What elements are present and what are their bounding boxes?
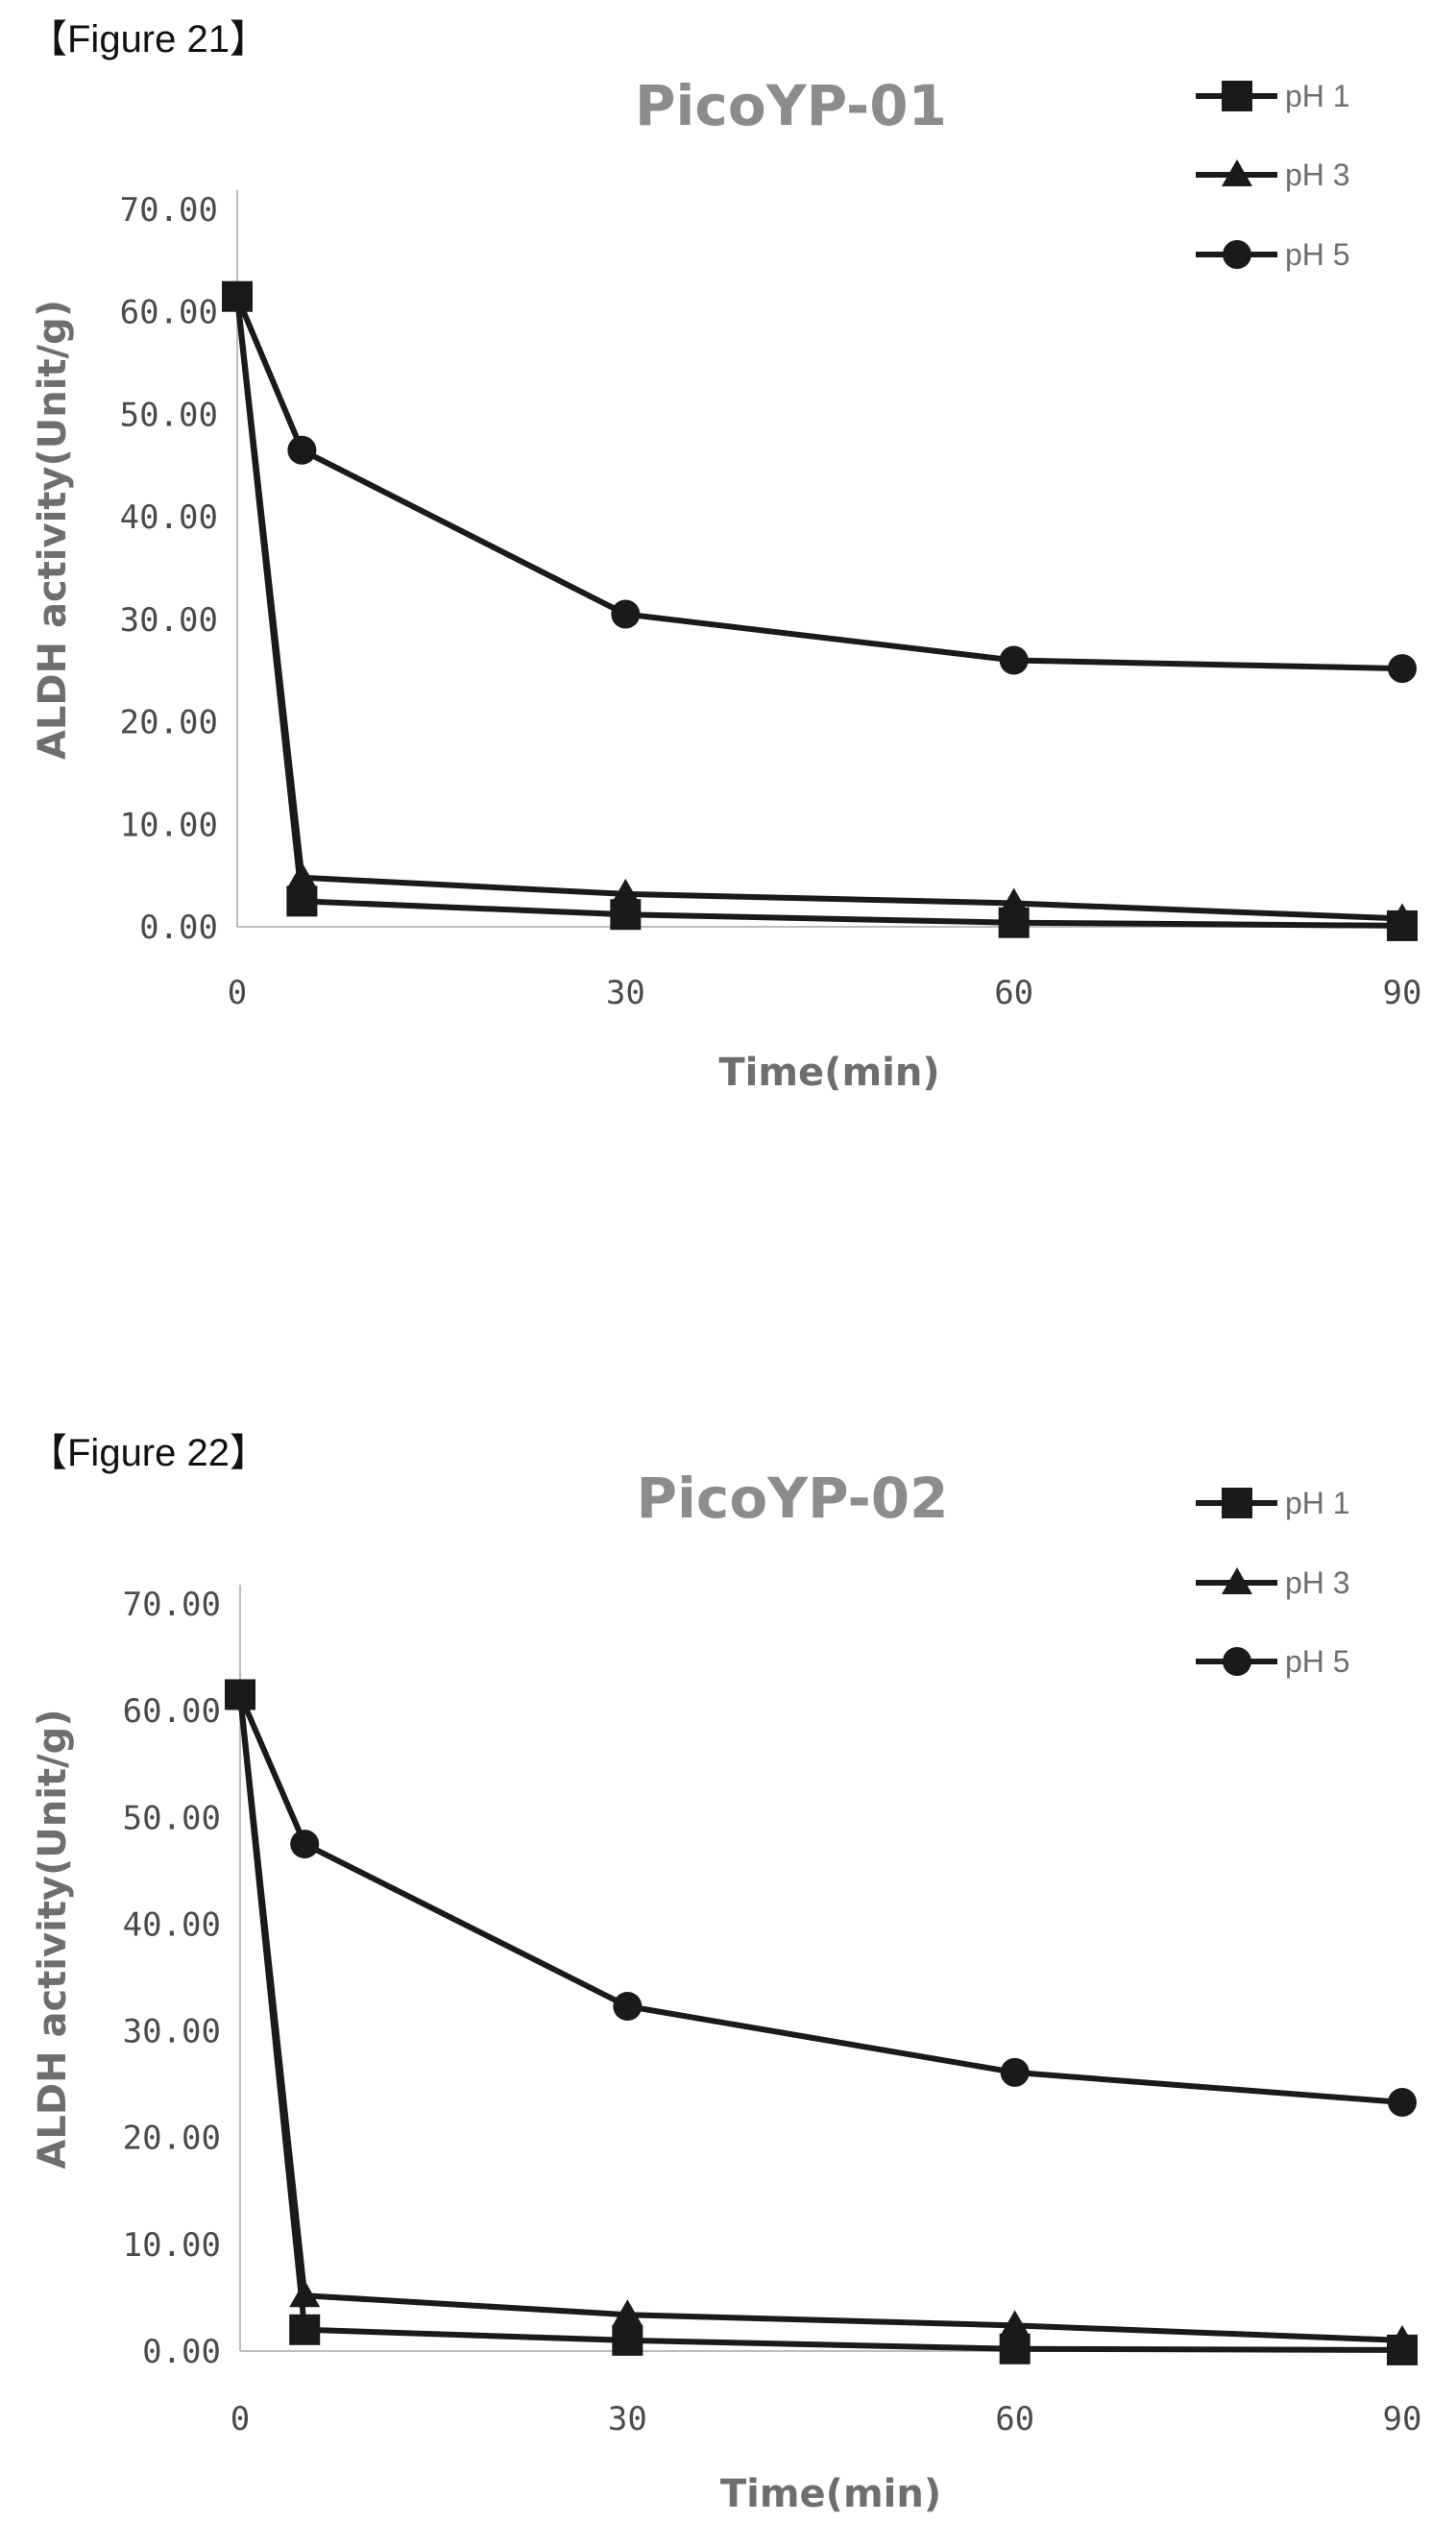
legend-entry-ph-1: pH 1	[1196, 1486, 1350, 1520]
chart-title: PicoYP-02	[637, 1466, 949, 1531]
y-tick-label: 50.00	[123, 1799, 221, 1837]
data-point-ph-1	[610, 899, 642, 931]
data-point-ph-1	[225, 1679, 255, 1710]
legend-label: pH 3	[1285, 1565, 1350, 1600]
data-point-ph-1	[222, 280, 253, 312]
y-tick-label: 30.00	[123, 2013, 221, 2051]
data-point-ph-5	[287, 435, 317, 465]
y-tick-label: 10.00	[120, 806, 218, 844]
data-point-ph-5	[613, 1992, 643, 2022]
series-line-ph-3	[237, 1694, 1403, 2343]
y-tick-label: 10.00	[123, 2226, 221, 2265]
chart-picoyp-02: PicoYP-02 0.00 10.00 20.00 30.00 40.00 50.00 60…	[31, 1466, 1422, 2516]
x-axis-title: Time(min)	[718, 1051, 939, 1095]
data-point-ph-1	[1387, 2334, 1418, 2365]
y-tick-label: 20.00	[120, 704, 218, 742]
series-line-ph-1	[237, 1694, 1403, 2353]
data-point-ph-1	[999, 2333, 1031, 2364]
y-tick-label: 70.00	[120, 191, 218, 230]
data-point-ph-3	[610, 878, 642, 906]
x-axis-title: Time(min)	[720, 2472, 941, 2516]
data-point-ph-1	[998, 907, 1030, 938]
x-tick-label: 30	[608, 2400, 647, 2438]
series-ph-1	[225, 1679, 1418, 2365]
legend-entry-ph-5: pH 5	[1196, 237, 1350, 272]
data-point-ph-1	[1387, 909, 1418, 941]
x-tick-label: 60	[994, 974, 1033, 1012]
legend-marker	[1223, 1647, 1251, 1676]
legend-entry-ph-3: pH 3	[1196, 1565, 1350, 1600]
data-point-ph-5	[1388, 654, 1417, 684]
y-tick-label: 50.00	[120, 396, 218, 434]
y-tick-label: 70.00	[123, 1586, 221, 1624]
series-ph-5	[223, 281, 1417, 684]
y-tick-label: 0.00	[139, 909, 218, 947]
data-point-ph-5	[999, 645, 1029, 675]
y-tick-label: 40.00	[123, 1905, 221, 1944]
y-axis-title: ALDH activity(Unit/g)	[31, 1709, 75, 2169]
chart-picoyp-01: PicoYP-01 0.00 10.00 20.00 30.00 40.00 50.00 60…	[31, 73, 1422, 1095]
data-point-ph-1	[612, 2324, 643, 2356]
data-point-ph-5	[290, 1830, 320, 1859]
figure-22-label: 【Figure 22】	[29, 1432, 268, 1474]
legend-label: pH 5	[1285, 1644, 1350, 1679]
series-line-ph-5	[234, 295, 1403, 672]
legend-entry-ph-3: pH 3	[1196, 158, 1350, 192]
series-line-ph-5	[237, 1693, 1403, 2106]
y-tick-label: 0.00	[142, 2333, 221, 2371]
y-tick-label: 30.00	[120, 601, 218, 640]
legend-marker	[1222, 159, 1252, 186]
data-point-ph-3	[289, 2280, 321, 2308]
data-point-ph-1	[289, 2314, 321, 2345]
legend-entry-ph-1: pH 1	[1196, 79, 1350, 113]
series-ph-5	[226, 1680, 1417, 2118]
legend-marker	[1222, 1567, 1252, 1594]
x-tick-label: 0	[228, 974, 247, 1012]
x-tick-label: 60	[995, 2400, 1034, 2438]
y-tick-label: 20.00	[123, 2120, 221, 2158]
legend-marker	[1222, 1488, 1252, 1518]
chart-title: PicoYP-01	[635, 73, 947, 138]
data-point-ph-5	[1000, 2057, 1030, 2087]
series-line-ph-3	[234, 296, 1403, 922]
data-point-ph-3	[612, 2299, 643, 2327]
data-point-ph-5	[1388, 2088, 1417, 2118]
series-ph-3	[222, 280, 1418, 931]
x-tick-label: 90	[1383, 2400, 1422, 2438]
y-tick-label: 60.00	[120, 294, 218, 332]
legend-marker	[1223, 240, 1251, 269]
legend-label: pH 1	[1285, 1486, 1350, 1520]
legend-label: pH 5	[1285, 237, 1350, 272]
x-tick-label: 0	[231, 2400, 250, 2438]
legend-label: pH 1	[1285, 79, 1350, 113]
series-ph-1	[222, 280, 1418, 941]
y-axis-title: ALDH activity(Unit/g)	[31, 300, 75, 760]
legend-label: pH 3	[1285, 158, 1350, 192]
data-point-ph-1	[286, 885, 318, 917]
data-point-ph-3	[999, 2310, 1031, 2338]
legend-marker	[1222, 81, 1252, 111]
series-line-ph-1	[234, 296, 1403, 929]
x-tick-label: 30	[606, 974, 645, 1012]
data-point-ph-5	[611, 599, 641, 629]
legend-entry-ph-5: pH 5	[1196, 1644, 1350, 1679]
y-tick-label: 40.00	[120, 498, 218, 537]
y-tick-label: 60.00	[123, 1692, 221, 1731]
series-ph-3	[225, 1679, 1418, 2352]
x-tick-label: 90	[1383, 974, 1422, 1012]
figure-21-label: 【Figure 21】	[29, 18, 268, 61]
